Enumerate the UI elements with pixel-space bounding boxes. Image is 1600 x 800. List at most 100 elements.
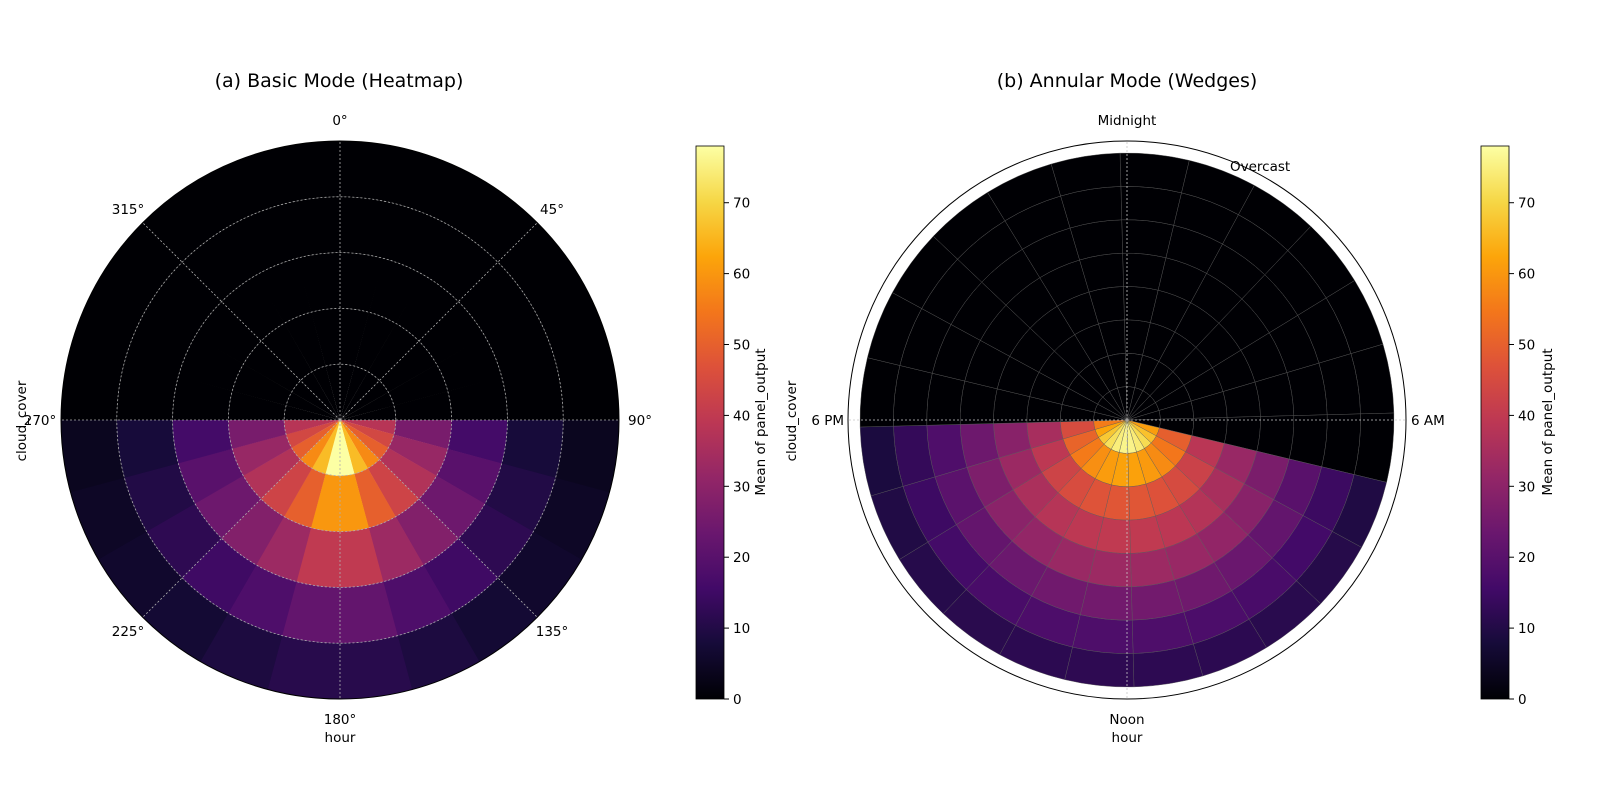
wedge-cell bbox=[1072, 614, 1134, 654]
heatmap-cell bbox=[340, 392, 394, 420]
heatmap-cell bbox=[291, 380, 340, 420]
heatmap-cell bbox=[339, 635, 413, 699]
angle-tick-label: 45° bbox=[540, 202, 564, 218]
heatmap-cell bbox=[124, 307, 196, 377]
heatmap-cell bbox=[181, 538, 257, 614]
heatmap-cell bbox=[124, 462, 196, 532]
heatmap-cell bbox=[284, 419, 340, 435]
colorbar-tick-label: 20 bbox=[1518, 550, 1535, 566]
heatmap-cell bbox=[243, 340, 301, 393]
panel-a-xlabel: hour bbox=[325, 730, 356, 746]
panel-a: (a) Basic Mode (Heatmap) 0° 45° 90° 135°… bbox=[14, 70, 652, 746]
angle-tick-label: Midnight bbox=[1098, 113, 1157, 129]
radial-grid-circle bbox=[172, 252, 508, 588]
heatmap-cell bbox=[395, 275, 459, 342]
heatmap-cell bbox=[447, 376, 508, 421]
heatmap-cell bbox=[340, 308, 370, 367]
heatmap-cell bbox=[451, 577, 538, 662]
heatmap-cell bbox=[142, 577, 229, 662]
angle-tick-label: 135° bbox=[536, 624, 569, 640]
heatmap-cell bbox=[221, 498, 285, 565]
heatmap-cell bbox=[286, 420, 340, 448]
heatmap-cell bbox=[146, 503, 222, 578]
panel-a-angular-ticks: 0° 45° 90° 135° 180° 225° 270° 315° bbox=[24, 113, 652, 728]
heatmap-cell bbox=[256, 258, 312, 324]
heatmap-cell bbox=[199, 613, 283, 690]
wedge-cell bbox=[1120, 186, 1182, 226]
heatmap-cell bbox=[98, 222, 183, 309]
colorbar-tick-label: 70 bbox=[733, 196, 750, 212]
colorbar-b-ticks: 0 10 20 30 40 50 60 70 bbox=[1509, 196, 1535, 708]
colorbar-tick-label: 40 bbox=[733, 408, 750, 424]
heatmap-cell bbox=[340, 364, 355, 420]
heatmap-cell bbox=[340, 141, 413, 205]
heatmap-cell bbox=[291, 420, 340, 460]
colorbar-tick-label: 0 bbox=[1518, 692, 1527, 708]
colorbar-a-label: Mean of panel_output bbox=[753, 348, 769, 495]
heatmap-cell bbox=[418, 301, 486, 365]
heatmap-cell bbox=[70, 477, 147, 560]
heatmap-cell bbox=[397, 150, 481, 227]
angular-grid-line bbox=[142, 222, 341, 421]
panel-a-ylabel: cloud_cover bbox=[14, 380, 30, 461]
outer-ring-label: Overcast bbox=[1230, 159, 1290, 175]
heatmap-cell bbox=[339, 527, 384, 588]
heatmap-cell bbox=[497, 222, 582, 309]
heatmap-cell bbox=[281, 581, 340, 644]
heatmap-cell bbox=[447, 420, 508, 464]
angle-tick-label: 225° bbox=[112, 624, 145, 640]
heatmap-cell bbox=[261, 323, 313, 381]
heatmap-cell bbox=[368, 516, 424, 582]
heatmap-cell bbox=[379, 447, 437, 500]
heatmap-cell bbox=[451, 178, 538, 263]
wedge-cell bbox=[893, 365, 933, 427]
heatmap-cell bbox=[61, 419, 125, 493]
heatmap-cell bbox=[397, 613, 480, 690]
heatmap-cell bbox=[195, 301, 262, 365]
panel-a-heatmap-cells bbox=[61, 141, 619, 699]
heatmap-cell bbox=[228, 204, 298, 276]
heatmap-cell bbox=[388, 434, 448, 477]
angle-tick-label: 90° bbox=[628, 413, 652, 429]
wedge-cell bbox=[1050, 152, 1122, 197]
heatmap-cell bbox=[395, 498, 459, 566]
heatmap-cell bbox=[283, 468, 326, 528]
heatmap-cell bbox=[340, 420, 368, 474]
colorbar-tick-label: 50 bbox=[1518, 338, 1535, 354]
heatmap-cell bbox=[260, 459, 313, 517]
angle-tick-label: 6 AM bbox=[1411, 413, 1445, 429]
heatmap-cell bbox=[194, 475, 262, 539]
radial-grid-circle bbox=[116, 196, 564, 644]
panel-a-grid bbox=[61, 141, 619, 699]
colorbar-tick-label: 30 bbox=[733, 479, 750, 495]
heatmap-cell bbox=[227, 564, 297, 636]
heatmap-cell bbox=[339, 581, 398, 644]
heatmap-cell bbox=[296, 527, 340, 588]
angular-grid-line bbox=[339, 419, 538, 618]
heatmap-cell bbox=[484, 308, 556, 378]
heatmap-cell bbox=[484, 463, 556, 533]
heatmap-cell bbox=[228, 419, 287, 449]
heatmap-cell bbox=[423, 226, 499, 302]
angular-grid-line bbox=[142, 419, 341, 618]
heatmap-cell bbox=[340, 405, 396, 421]
panel-b-wedge-cells bbox=[859, 152, 1395, 688]
angle-tick-label: 0° bbox=[332, 113, 347, 129]
colorbar-tick-label: 0 bbox=[733, 692, 742, 708]
angle-tick-label: 315° bbox=[112, 202, 145, 218]
heatmap-cell bbox=[228, 390, 287, 420]
angle-tick-label: Noon bbox=[1109, 712, 1144, 728]
heatmap-cell bbox=[418, 475, 485, 539]
heatmap-cell bbox=[146, 261, 222, 337]
heatmap-cell bbox=[300, 420, 340, 469]
heatmap-cell bbox=[255, 516, 312, 582]
heatmap-cell bbox=[61, 347, 125, 420]
heatmap-cell bbox=[70, 279, 147, 363]
heatmap-cell bbox=[221, 274, 285, 342]
heatmap-cell bbox=[325, 420, 340, 476]
heatmap-cell bbox=[267, 635, 340, 699]
heatmap-cell bbox=[367, 459, 419, 517]
panel-a-title: (a) Basic Mode (Heatmap) bbox=[215, 70, 464, 92]
heatmap-cell bbox=[367, 323, 420, 381]
